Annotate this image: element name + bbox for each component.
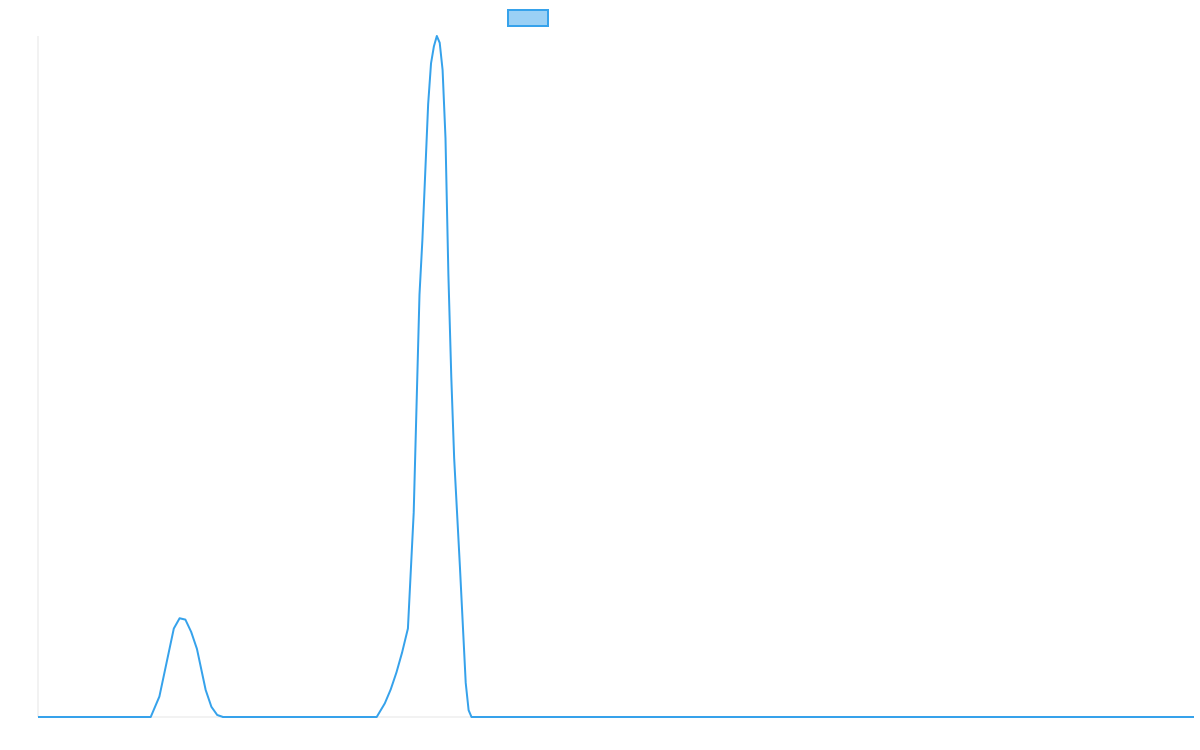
legend-swatch-series-1[interactable]: [507, 9, 549, 27]
legend[interactable]: [507, 9, 549, 27]
series-layer: [38, 35, 1194, 718]
series-line-1[interactable]: [38, 35, 1194, 718]
